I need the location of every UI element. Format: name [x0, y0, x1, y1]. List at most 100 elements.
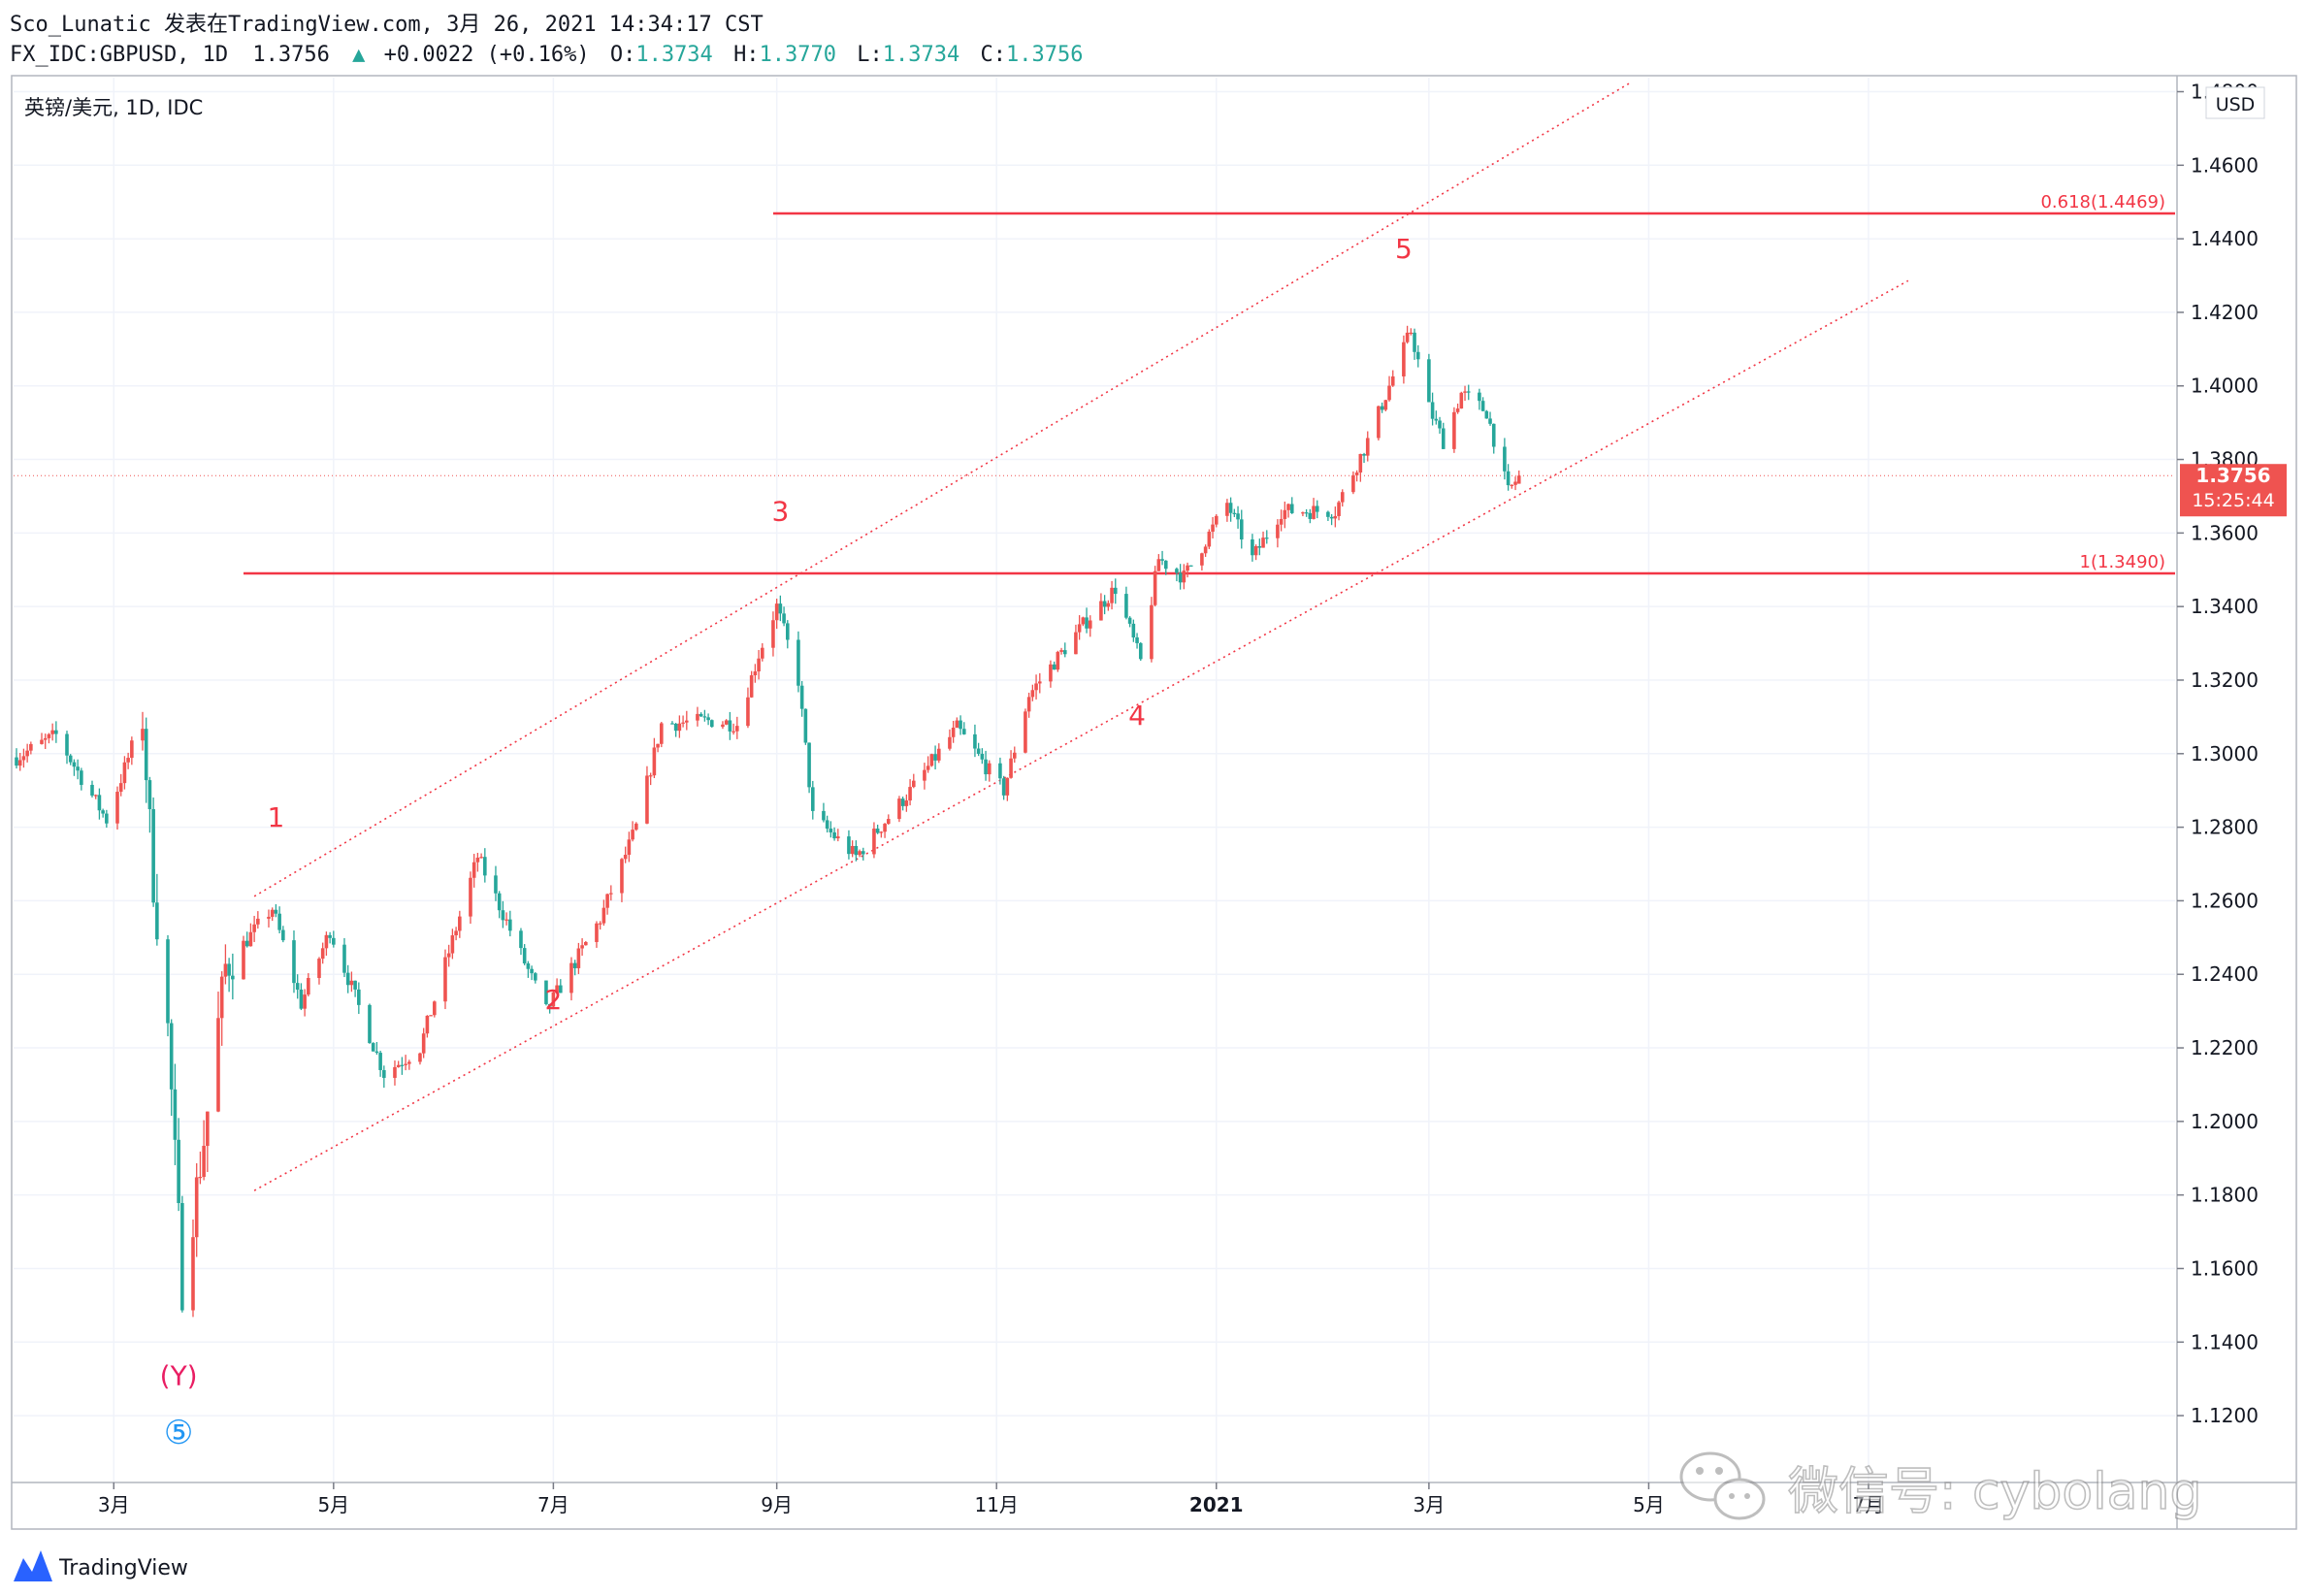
candle-body [955, 720, 959, 728]
candle-body [1337, 502, 1341, 516]
candle-body [1037, 681, 1042, 684]
candle-body [471, 862, 476, 878]
candle-body [1358, 453, 1363, 473]
candle-body [660, 723, 664, 744]
candle-body [1286, 504, 1290, 510]
candle-body [194, 1177, 199, 1238]
candle-body [15, 757, 18, 766]
candle-body [1383, 400, 1388, 410]
time-axis[interactable]: 3月 5月 7月 9月 11月 2021 3月 5月 7月 [98, 1482, 1884, 1516]
candle-body [825, 820, 829, 830]
candle-body [1156, 559, 1161, 571]
candle-body [774, 603, 779, 621]
price-axis[interactable]: 1.1200 1.1400 1.1600 1.1800 1.2000 1.2200 1.24… [2177, 81, 2259, 1428]
candle-body [854, 845, 859, 856]
trend-channel[interactable] [253, 81, 1909, 1191]
candle-body [80, 770, 83, 785]
candle-body [1413, 332, 1416, 352]
candle-body [1178, 572, 1183, 583]
candle-body [292, 940, 296, 984]
candle-body [1034, 683, 1038, 691]
candle-body [173, 1089, 178, 1140]
candle-body [307, 977, 310, 995]
candle-body [76, 766, 80, 771]
candle-body [130, 740, 134, 759]
close-label: C: [981, 43, 1007, 67]
candle-body [677, 723, 682, 732]
candle-body [396, 1064, 401, 1067]
candle-body [1030, 690, 1035, 698]
candle-body [652, 747, 657, 776]
candle-body [1160, 559, 1164, 561]
candle-body [933, 754, 937, 761]
tradingview-brand[interactable]: TradingView [58, 1556, 188, 1580]
candle-body [923, 769, 926, 781]
y-tick-label: 1.4000 [2191, 375, 2259, 398]
candle-body [987, 763, 991, 775]
candle-body [47, 733, 51, 738]
candle-body [270, 909, 275, 917]
candle-body [1354, 472, 1359, 475]
candle-body [1211, 524, 1215, 532]
wave-label: (Y) [160, 1359, 198, 1391]
candle-body [97, 795, 102, 811]
publisher-line: Sco_Lunatic 发表在TradingView.com, 3月 26, 2… [10, 13, 764, 37]
candle-body [1455, 408, 1460, 412]
candle-body [50, 730, 54, 734]
y-tick-label: 1.2000 [2191, 1110, 2259, 1133]
candle-body [1001, 778, 1006, 796]
candle-body [166, 939, 170, 1024]
channel-lower-line [253, 279, 1909, 1191]
candle-body [1488, 418, 1492, 424]
candle-body [198, 1176, 203, 1179]
candle-body [1056, 651, 1060, 670]
candle-body [1430, 402, 1435, 419]
candle-body [861, 851, 865, 855]
symbol-ohlc-line: FX_IDC:GBPUSD, 1D 1.3756 ▲ +0.0022 (+0.1… [10, 43, 1084, 67]
candle-body [418, 1053, 422, 1062]
symbol-label: FX_IDC:GBPUSD, 1D [10, 43, 228, 67]
high-value: 1.3770 [760, 43, 836, 67]
candle-body [522, 948, 527, 963]
wave-labels: 1 2 3 4 5 (Y) ⑤ [160, 233, 1413, 1452]
candle-body [807, 742, 811, 788]
low-value: 1.3734 [883, 43, 959, 67]
candle-body [1232, 512, 1237, 514]
tradingview-logo-icon[interactable] [14, 1550, 52, 1581]
candle-body [1049, 664, 1053, 682]
candle-body [1438, 420, 1442, 429]
candle-body [1062, 650, 1067, 655]
candle-body [122, 762, 127, 784]
candle-body [749, 675, 754, 698]
candle-body [569, 962, 573, 993]
candle-body [551, 992, 556, 1007]
candle-body [43, 737, 48, 740]
candle-body [1074, 632, 1078, 655]
candle-body [277, 913, 281, 930]
fib-levels[interactable]: 0.618(1.4469) 1(1.3490) [14, 192, 2175, 575]
candle-body [530, 968, 534, 974]
y-tick-label: 1.2600 [2191, 889, 2259, 912]
candle-body [609, 893, 613, 895]
candle-body [353, 980, 357, 990]
candle-body [760, 647, 764, 659]
currency-label: USD [2216, 94, 2256, 115]
wechat-icon [1679, 1451, 1766, 1520]
candle-body [936, 748, 941, 761]
candle-body [454, 930, 458, 936]
candle-body [620, 859, 624, 894]
candle-body [267, 916, 271, 919]
currency-box[interactable] [2205, 86, 2265, 119]
candle-body [342, 944, 346, 973]
candle-body [782, 613, 786, 624]
candle-body [1052, 664, 1056, 670]
candle-body [393, 1066, 397, 1078]
candle-body [400, 1064, 405, 1066]
candle-body [685, 720, 689, 723]
candle-body [984, 759, 988, 775]
candle-body [324, 934, 329, 949]
candle-body [407, 1061, 411, 1064]
candle-body [1127, 617, 1132, 624]
candle-body [735, 726, 739, 732]
